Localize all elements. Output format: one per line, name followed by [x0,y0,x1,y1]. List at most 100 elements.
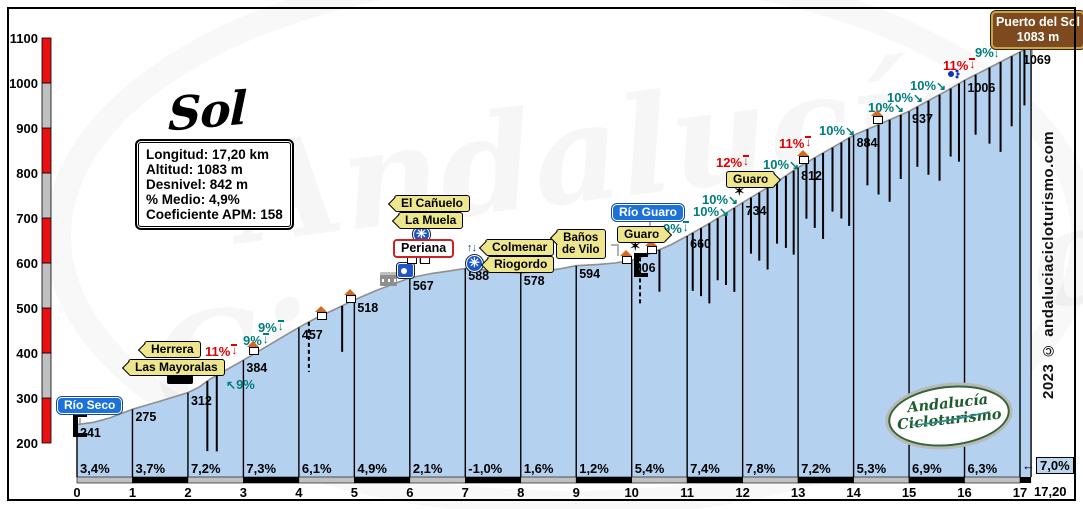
x-axis-label: 16 [957,485,972,500]
x-scale-band [908,476,965,484]
location-sign-riogordo: Riogordo [480,256,555,273]
x-axis-label: 0 [73,485,81,500]
info-apm: Coeficiente APM: 158 [146,207,283,222]
km-gradient-label: 7,2% [190,461,221,476]
copyright-vertical: 2023 © andaluciacicloturismo.com [1040,130,1057,400]
final-gradient-value: 7,0% [1036,457,1074,474]
summit-sign-altitude: 1083 m [1016,30,1060,44]
elevation-label: 734 [745,203,767,218]
tunnel-light-icon [396,262,415,279]
sign-text: Guaro [733,172,769,186]
sign-text: Colmenar [492,240,548,254]
elevation-label: 812 [801,168,822,183]
location-sign-r-o-guaro: Río Guaro [610,203,686,222]
sign-text-line: de Vilo [562,244,600,256]
gradient-arrow-icon: ↓ [262,332,269,346]
gradient-mark: 10%↘ [693,204,729,219]
gradient-mark: 9%↓ [975,45,1000,60]
village-icon [871,110,883,124]
house-body [647,246,657,254]
house-roof [871,110,883,116]
gradient-arrow-icon: ↖ [226,378,237,392]
x-axis-label: 1 [128,485,137,500]
final-gradient-callout: ← 7,0% [1022,457,1074,474]
km-gradient-label: 3,7% [135,461,166,476]
gradient-mark-value: 11% [943,58,969,73]
elevation-area [77,45,1032,477]
house-roof [247,341,259,347]
gradient-arrow-icon: ↓ [277,319,284,333]
info-altitude: Altitud: 1083 m [146,162,243,177]
gradient-mark-value: 10% [819,123,846,138]
y-axis-label: 600 [16,256,38,271]
km-gradient-label: 7,3% [246,461,277,476]
x-axis-label: 15 [901,485,917,500]
gradient-mark-value: 10% [693,204,720,219]
railway-crossing-icon [167,369,193,384]
sign-pole [611,244,619,256]
y-axis-label: 200 [16,436,38,451]
chart-title: Sol [167,80,247,142]
info-gain: Desnivel: 842 m [146,177,249,192]
y-scale-band [41,172,52,219]
village-icon [620,250,632,264]
y-scale-band [41,397,52,444]
house-body [249,347,259,355]
fountain-icon [948,71,954,77]
x-scale-band [575,476,632,484]
gradient-mark-value: 10% [910,78,937,93]
gradient-mark-value: 12% [716,155,743,170]
x-axis-label: 2 [184,485,192,500]
km-gradient-label: 1,6% [523,461,554,476]
gradient-arrow-icon: ↘ [719,205,730,219]
km-gradient-label: 5,4% [634,461,665,476]
gradient-arrow-icon: ↘ [789,158,800,172]
gradient-mark-value: 10% [763,157,790,172]
gradient-arrow-icon: ↘ [913,91,924,105]
gradient-mark-value: 11% [779,136,805,151]
location-sign-colmenar: Colmenar [478,239,555,256]
gradient-arrow-icon: ↘ [728,193,739,207]
junction-arrows-icon: ↑↓ [467,242,477,254]
elevation-label: 275 [135,410,157,425]
gradient-mark-value: 9% [975,45,994,60]
x-scale-band [409,476,466,484]
y-scale-band [41,262,52,309]
house-body [346,295,356,303]
info-length: Longitud: 17,20 km [146,147,270,162]
y-scale-band [41,307,52,354]
elevation-label: 384 [246,361,268,376]
location-sign-guaro: Guaro [617,226,673,243]
y-axis-label: 400 [16,346,38,361]
x-axis-label: 6 [406,485,414,500]
house-roof [620,250,632,256]
sign-text: Riogordo [494,257,548,271]
x-axis-label: 5 [350,485,358,500]
gradient-arrow-icon: ↓ [805,135,812,149]
elevation-label: 884 [856,136,878,151]
elevation-label: 606 [634,261,656,276]
x-axis-label: 12 [735,485,750,500]
sign-text: Herrera [151,342,194,356]
km-gradient-label: 6,9% [912,461,942,476]
elevation-label: 518 [357,300,379,315]
elevation-label: 578 [523,273,545,288]
gradient-arrow-icon: ↓ [682,220,689,234]
house-roof [315,306,327,312]
y-axis-label: 1100 [9,31,38,46]
x-axis-label: 11 [680,485,695,500]
gradient-mark-value: 11% [205,344,231,359]
x-axis-label: 14 [846,485,861,500]
x-scale-band [1019,477,1032,483]
y-axis-label: 500 [16,301,38,316]
y-axis-label: 1000 [9,76,38,91]
summit-sign: Puerto del Sol 1083 m [990,10,1083,50]
y-axis-label: 300 [16,391,38,406]
gradient-mark-value: 9% [236,377,255,392]
gradient-mark: 10%↘ [910,78,946,93]
sign-text: Guaro [624,227,660,241]
location-sign-ba-os-de-vilo: Baños de Vilo [549,229,606,259]
x-scale-band [742,476,799,484]
